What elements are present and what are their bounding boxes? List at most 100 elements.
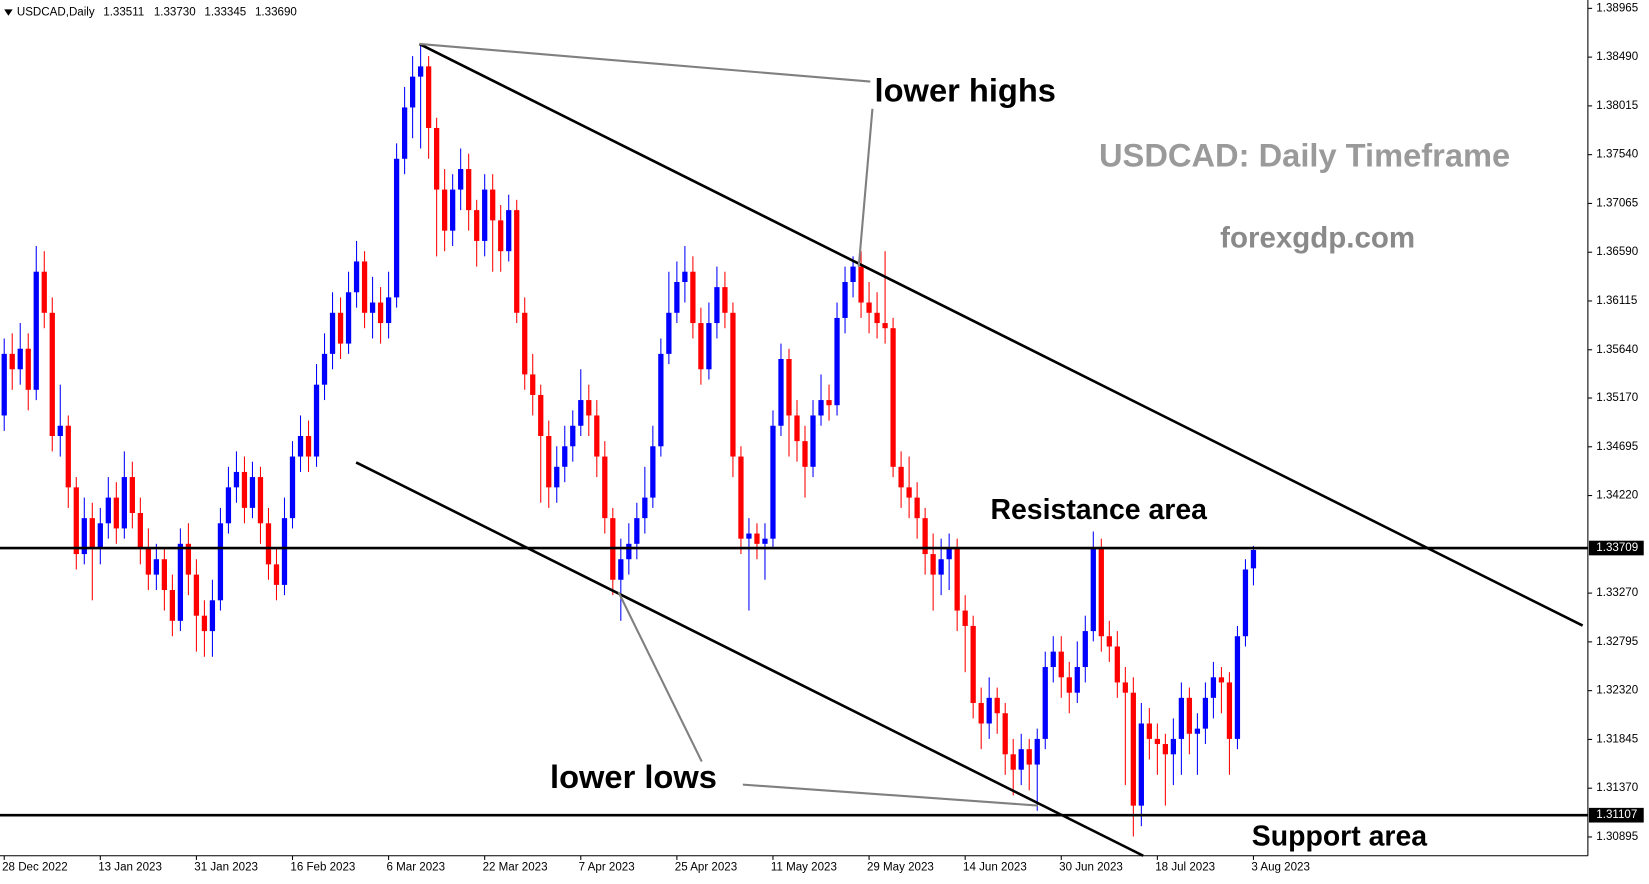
candle-body xyxy=(1234,636,1241,739)
level-label-box xyxy=(1588,540,1644,556)
candle-body xyxy=(113,497,119,529)
candle-body xyxy=(409,76,416,108)
ohlc-high: 1.33730 xyxy=(154,7,196,19)
candle-body xyxy=(882,323,888,329)
candle-body xyxy=(1082,631,1088,668)
pointer-line xyxy=(742,783,1038,807)
upper-trend-line xyxy=(418,42,1584,627)
level-label: 1.31107 xyxy=(1596,809,1637,821)
candle-body xyxy=(1,353,7,416)
candle-body xyxy=(522,312,528,375)
candle-body xyxy=(209,600,216,632)
candle-body xyxy=(145,548,151,575)
candle-body xyxy=(1026,749,1032,765)
candle-body xyxy=(810,415,816,467)
candle-body xyxy=(1090,548,1096,632)
candle-body xyxy=(538,394,544,437)
candle-body xyxy=(946,548,952,560)
candle-body xyxy=(233,471,240,488)
candle-body xyxy=(530,374,536,395)
x-tick-label: 31 Jan 2023 xyxy=(194,861,258,873)
candle-body xyxy=(970,625,976,703)
candle-body xyxy=(41,271,47,313)
candle-body xyxy=(642,497,648,519)
candle-body xyxy=(1202,697,1209,729)
header-arrow xyxy=(4,9,13,16)
candle-body xyxy=(121,477,127,529)
candle-body xyxy=(906,487,912,498)
candle-body xyxy=(1042,667,1048,739)
candle-body xyxy=(137,513,143,549)
candle-body xyxy=(217,523,224,601)
candle-body xyxy=(1178,697,1185,739)
annotation: lower highs xyxy=(875,73,1056,109)
candle-body xyxy=(962,610,968,626)
candle-body xyxy=(730,312,736,457)
candle-body xyxy=(626,543,632,560)
candle-body xyxy=(794,415,800,442)
candle-body xyxy=(1210,677,1217,698)
candle-body xyxy=(850,266,856,282)
candle-body xyxy=(1154,738,1160,745)
y-tick-label: 1.38015 xyxy=(1596,100,1638,112)
y-tick-label: 1.31370 xyxy=(1596,782,1638,794)
candle-body xyxy=(257,477,264,524)
candle-body xyxy=(65,425,71,488)
candle-body xyxy=(754,533,760,544)
y-tick-label: 1.32320 xyxy=(1596,685,1638,697)
chart-title: USDCAD: Daily Timeframe xyxy=(1099,138,1510,174)
candle-body xyxy=(938,559,944,575)
annotation: lower lows xyxy=(550,759,717,795)
candle-body xyxy=(273,564,280,585)
candle-body xyxy=(1114,646,1120,683)
candle-body xyxy=(1010,754,1016,770)
candle-body xyxy=(1186,697,1193,734)
candle-body xyxy=(778,358,784,426)
candle-body xyxy=(1194,728,1201,734)
candle-body xyxy=(161,559,168,591)
candle-body xyxy=(89,518,95,549)
chart-subtitle: forexgdp.com xyxy=(1220,221,1415,254)
x-tick-label: 28 Dec 2022 xyxy=(2,861,68,873)
x-tick-label: 29 May 2023 xyxy=(867,861,934,873)
candle-body xyxy=(417,66,424,77)
x-tick-label: 6 Mar 2023 xyxy=(386,861,445,873)
candle-body xyxy=(554,466,560,488)
candle-body xyxy=(954,548,960,611)
candle-body xyxy=(434,127,440,190)
candle-body xyxy=(105,497,111,524)
candle-body xyxy=(1066,677,1072,693)
candle-body xyxy=(1218,677,1225,683)
candle-body xyxy=(9,353,15,370)
candle-body xyxy=(305,436,312,457)
candle-body xyxy=(562,446,568,467)
y-tick-label: 1.37065 xyxy=(1596,198,1638,210)
y-tick-label: 1.31845 xyxy=(1596,733,1638,745)
candle-body xyxy=(426,66,432,128)
candle-body xyxy=(129,477,135,514)
candle-body xyxy=(786,358,792,416)
candle-body xyxy=(1106,636,1112,647)
candle-body xyxy=(1018,749,1024,770)
candle-body xyxy=(450,189,456,231)
candle-body xyxy=(297,436,304,457)
candle-body xyxy=(1226,682,1233,739)
candle-body xyxy=(385,297,392,324)
lower-trend-line xyxy=(355,461,1144,857)
candle-body xyxy=(858,266,864,303)
candle-body xyxy=(762,538,768,544)
candle-body xyxy=(313,384,320,457)
ohlc-low: 1.33345 xyxy=(204,7,246,19)
candle-body xyxy=(17,348,23,370)
x-tick-label: 14 Jun 2023 xyxy=(963,861,1027,873)
candle-body xyxy=(1122,682,1128,693)
candle-body xyxy=(682,271,688,282)
candle-body xyxy=(1170,738,1177,755)
annotation: Resistance area xyxy=(990,494,1207,526)
x-tick-label: 11 May 2023 xyxy=(771,861,837,873)
candle-body xyxy=(241,471,248,508)
x-tick-label: 3 Aug 2023 xyxy=(1251,861,1310,873)
level-label: 1.33709 xyxy=(1596,542,1638,554)
candle-body xyxy=(834,317,840,406)
